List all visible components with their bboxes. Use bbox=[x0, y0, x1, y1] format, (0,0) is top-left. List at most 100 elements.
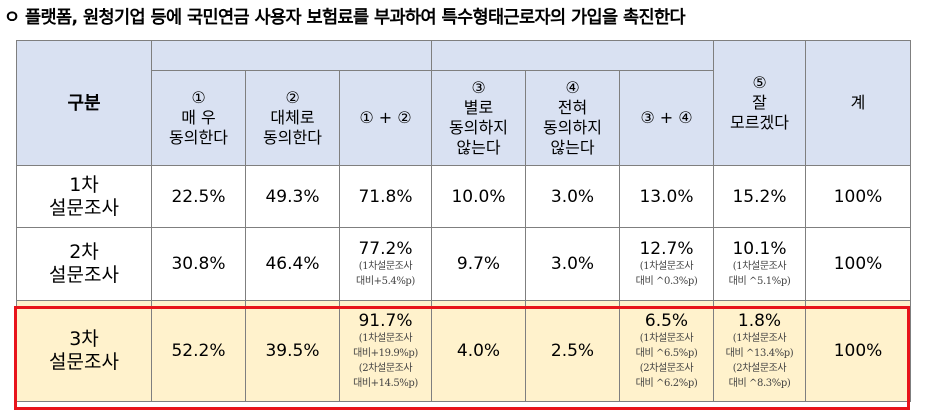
value-c2: 49.3% bbox=[265, 186, 320, 207]
note-c5: (1차설문조사 bbox=[732, 261, 787, 272]
header-c2: ② 대체로 동의한다 bbox=[245, 70, 340, 166]
cell-c2: 46.4% bbox=[245, 227, 340, 301]
value-total: 100% bbox=[833, 186, 883, 207]
row-label-round: 1차 bbox=[69, 173, 99, 196]
cell-c4: 2.5% bbox=[525, 300, 620, 402]
value-c34: 13.0% bbox=[639, 186, 694, 207]
value-c3: 10.0% bbox=[451, 186, 506, 207]
header-c4-num: ④ bbox=[565, 78, 580, 97]
note-c34: (1차설문조사 bbox=[639, 333, 694, 344]
header-c12-label: ① + ② bbox=[359, 108, 412, 127]
header-c4-line3: 않는다 bbox=[550, 138, 595, 157]
cell-c3: 9.7% bbox=[431, 227, 526, 301]
row-label-round: 3차 bbox=[69, 328, 99, 350]
value-c2: 46.4% bbox=[265, 254, 320, 274]
value-c4: 2.5% bbox=[550, 341, 595, 361]
note-c34: 대비 ^0.3%p) bbox=[635, 276, 698, 287]
value-c12: 77.2% bbox=[358, 239, 413, 259]
header-category: 구분 bbox=[16, 40, 152, 166]
cell-c5: 1.8% (1차설문조사 대비 ^13.4%p) (2차설문조사 대비 ^8.3… bbox=[713, 300, 806, 402]
cell-c5: 10.1% (1차설문조사 대비 ^5.1%p) bbox=[713, 227, 806, 301]
value-c5: 15.2% bbox=[732, 186, 787, 207]
value-total: 100% bbox=[833, 254, 883, 274]
cell-c1: 22.5% bbox=[151, 165, 246, 228]
survey-results-table: 구분 ⑤ 잘 모르겠다 계 ① 매 우 동의한다 ② 대체로 동의한다 bbox=[16, 40, 911, 402]
note-c34: (1차설문조사 bbox=[639, 261, 694, 272]
header-c1: ① 매 우 동의한다 bbox=[151, 70, 246, 166]
value-total: 100% bbox=[833, 341, 883, 361]
note-c5: 대비 ^5.1%p) bbox=[728, 276, 791, 287]
value-c3: 4.0% bbox=[456, 341, 501, 361]
header-c1-line2: 동의한다 bbox=[169, 128, 228, 147]
header-c3-num: ③ bbox=[471, 78, 486, 97]
cell-c2: 49.3% bbox=[245, 165, 340, 228]
value-c34: 12.7% bbox=[639, 239, 694, 259]
cell-c34: 12.7% (1차설문조사 대비 ^0.3%p) bbox=[619, 227, 714, 301]
note-c5: 대비 ^8.3%p) bbox=[728, 378, 791, 389]
value-c3: 9.7% bbox=[456, 254, 501, 274]
header-c5-num: ⑤ bbox=[752, 73, 767, 92]
value-c2: 39.5% bbox=[265, 341, 320, 361]
header-c3-line2: 동의하지 bbox=[449, 118, 508, 137]
header-c34: ③ + ④ bbox=[619, 70, 714, 166]
row-label-survey: 설문조사 bbox=[49, 264, 119, 286]
cell-total: 100% bbox=[805, 165, 911, 228]
cell-c3: 10.0% bbox=[431, 165, 526, 228]
row-label-round: 2차 bbox=[69, 241, 99, 263]
note-c12: (1차설문조사 bbox=[358, 333, 413, 344]
note-c12: (1차설문조사 bbox=[358, 261, 413, 272]
header-c3-line1: 별로 bbox=[463, 98, 494, 117]
header-c4: ④ 전혀 동의하지 않는다 bbox=[525, 70, 620, 166]
header-c2-num: ② bbox=[285, 88, 300, 107]
note-c5: (2차설문조사 bbox=[732, 363, 787, 374]
header-disagree-group bbox=[431, 40, 714, 71]
header-c34-label: ③ + ④ bbox=[640, 108, 693, 127]
cell-total: 100% bbox=[805, 300, 911, 402]
cell-c5: 15.2% bbox=[713, 165, 806, 228]
row-label: 3차 설문조사 bbox=[16, 300, 152, 402]
header-row-top: 구분 ⑤ 잘 모르겠다 계 bbox=[16, 40, 911, 166]
value-c5: 10.1% bbox=[732, 239, 787, 259]
value-c12: 91.7% bbox=[358, 311, 413, 331]
cell-c34: 13.0% bbox=[619, 165, 714, 228]
cell-c12: 71.8% bbox=[339, 165, 432, 228]
value-c12: 71.8% bbox=[358, 186, 413, 207]
value-c4: 3.0% bbox=[550, 186, 595, 207]
table-row-2: 2차 설문조사 30.8% 46.4% 77.2% (1차설문조사 대비+5.4… bbox=[16, 227, 911, 301]
note-c5: 대비 ^13.4%p) bbox=[725, 348, 794, 359]
cell-c1: 52.2% bbox=[151, 300, 246, 402]
note-c34: 대비 ^6.5%p) bbox=[635, 348, 698, 359]
header-c2-line2: 동의한다 bbox=[263, 128, 322, 147]
header-c5-line2: 모르겠다 bbox=[730, 113, 789, 132]
header-c3-line3: 않는다 bbox=[456, 138, 501, 157]
cell-c4: 3.0% bbox=[525, 165, 620, 228]
note-c12: (2차설문조사 bbox=[358, 363, 413, 374]
row-label: 2차 설문조사 bbox=[16, 227, 152, 301]
row-label: 1차 설문조사 bbox=[16, 165, 152, 228]
cell-c4: 3.0% bbox=[525, 227, 620, 301]
table-row-3: 3차 설문조사 52.2% 39.5% 91.7% (1차설문조사 대비+19.… bbox=[16, 300, 911, 402]
header-c1-line1: 매 우 bbox=[181, 108, 216, 127]
cell-c3: 4.0% bbox=[431, 300, 526, 402]
cell-c1: 30.8% bbox=[151, 227, 246, 301]
row-label-survey: 설문조사 bbox=[49, 196, 119, 219]
value-c1: 22.5% bbox=[171, 186, 226, 207]
note-c12: 대비+14.5%p) bbox=[353, 378, 418, 389]
cell-c2: 39.5% bbox=[245, 300, 340, 402]
header-total: 계 bbox=[805, 40, 911, 166]
cell-c12: 77.2% (1차설문조사 대비+5.4%p) bbox=[339, 227, 432, 301]
header-category-label: 구분 bbox=[67, 92, 101, 114]
header-c5-line1: 잘 bbox=[752, 93, 767, 112]
header-c12: ① + ② bbox=[339, 70, 432, 166]
value-c34: 6.5% bbox=[644, 311, 689, 331]
header-c4-line1: 전혀 bbox=[557, 98, 588, 117]
note-c5: (1차설문조사 bbox=[732, 333, 787, 344]
note-c34: 대비 ^6.2%p) bbox=[635, 378, 698, 389]
header-c5: ⑤ 잘 모르겠다 bbox=[713, 40, 806, 166]
header-agree-group bbox=[151, 40, 432, 71]
table-row-1: 1차 설문조사 22.5% 49.3% 71.8% 10.0% 3.0% 13.… bbox=[16, 165, 911, 228]
value-c1: 52.2% bbox=[171, 341, 226, 361]
note-c12: 대비+19.9%p) bbox=[353, 348, 418, 359]
cell-total: 100% bbox=[805, 227, 911, 301]
header-c4-line2: 동의하지 bbox=[543, 118, 602, 137]
